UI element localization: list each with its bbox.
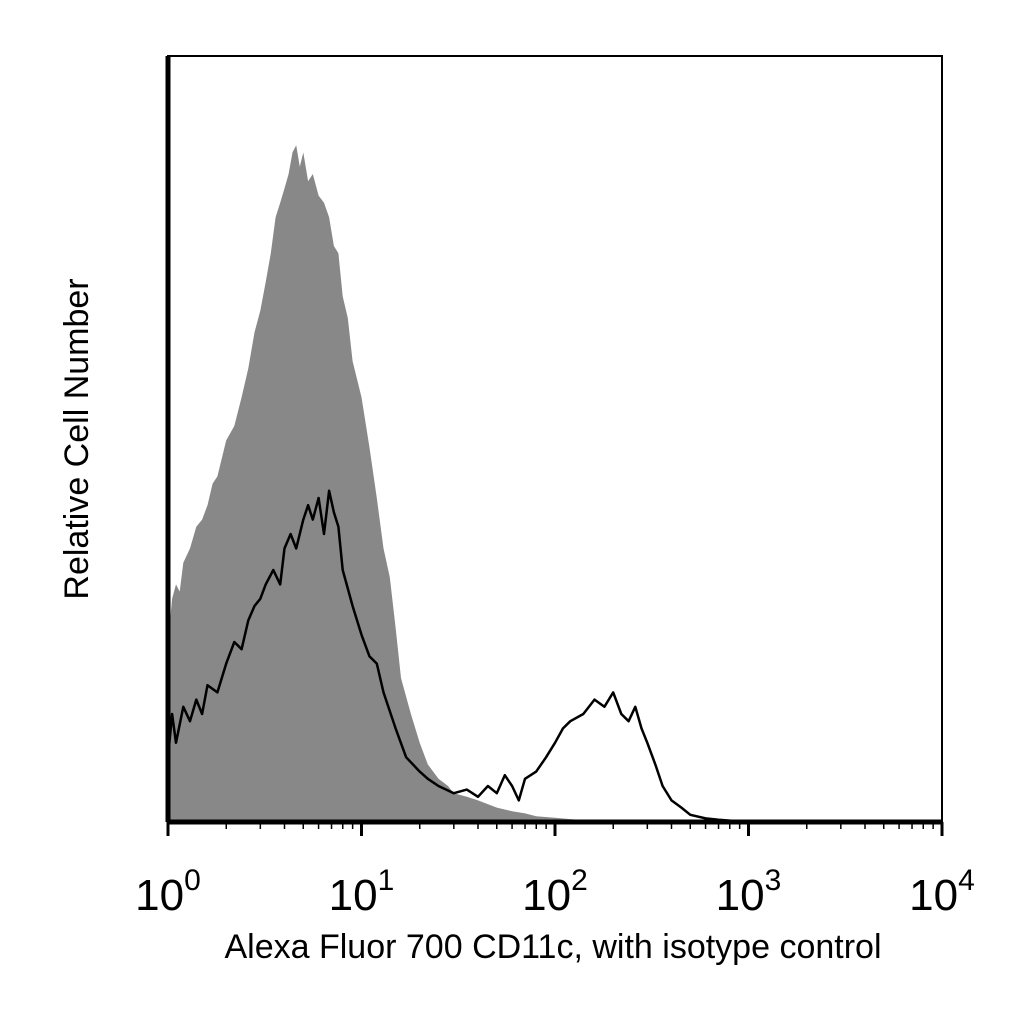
outline-histogram-series <box>166 489 942 824</box>
x-tick-label: 101 <box>329 864 395 920</box>
x-tick-label: 102 <box>522 864 588 920</box>
x-tick-layer: 100 101 102 103 104 <box>135 822 975 920</box>
series-layer <box>166 145 942 824</box>
x-axis-label: Alexa Fluor 700 CD11c, with isotype cont… <box>224 928 881 966</box>
y-axis-label: Relative Cell Number <box>58 278 96 599</box>
x-tick-label: 100 <box>135 864 201 920</box>
x-tick-label: 104 <box>909 864 975 920</box>
filled-histogram-series <box>168 145 614 822</box>
x-tick-label: 103 <box>716 864 782 920</box>
